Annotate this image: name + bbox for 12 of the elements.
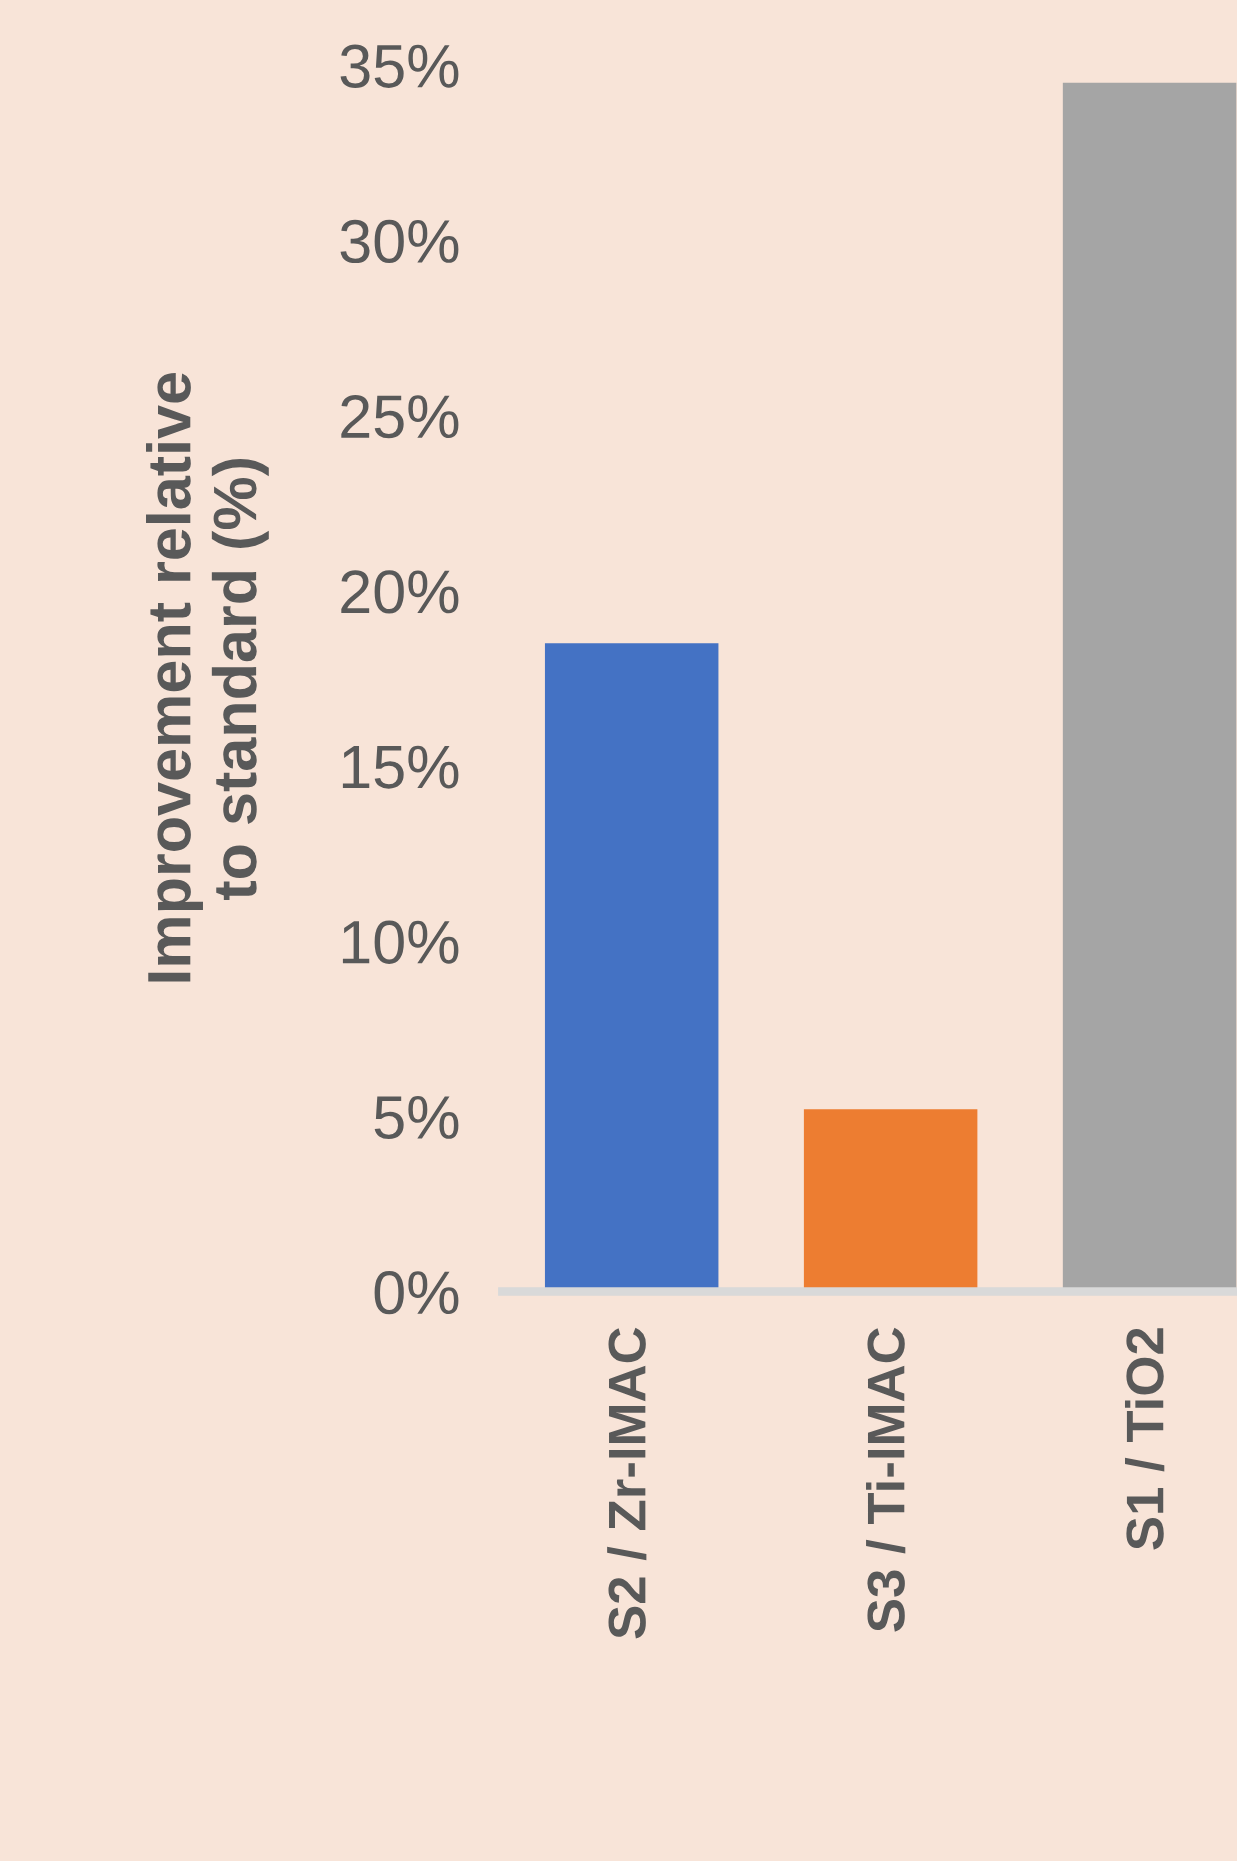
x-tick-label: S3 / Ti-IMAC: [866, 1327, 906, 1632]
y-tick-label: 5%: [374, 1096, 459, 1140]
y-tick-label: 15%: [342, 745, 459, 789]
x-tick-label: S1 / TiO2: [1124, 1328, 1165, 1550]
y-tick-label: 35%: [340, 44, 459, 88]
y-tick-label: 10%: [342, 920, 459, 964]
y-tick-label: 20%: [341, 570, 459, 614]
y-tick-label: 0%: [374, 1271, 459, 1315]
x-tick-label: S2 / Zr-IMAC: [607, 1327, 647, 1639]
y-tick-label: 30%: [340, 219, 459, 264]
y-tick-label: 25%: [341, 395, 459, 439]
y-axis-title: Improvement relative to standard (%): [146, 373, 269, 982]
